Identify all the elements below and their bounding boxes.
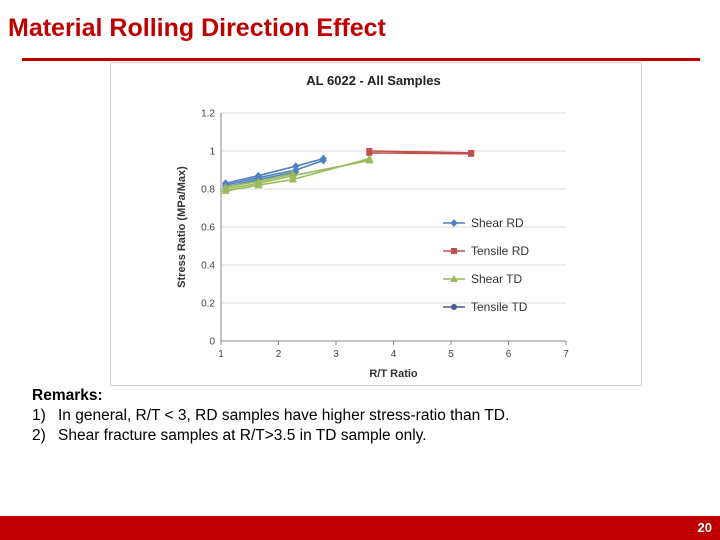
data-point-shear-td	[221, 183, 230, 191]
data-point-shear-td	[254, 177, 263, 185]
page-number: 20	[697, 520, 712, 535]
y-tick-label: 0.8	[201, 185, 215, 196]
x-tick-label: 7	[563, 349, 569, 360]
series-line-shear-rd	[225, 157, 324, 185]
legend-marker-tensile-td	[451, 304, 457, 310]
y-tick-label: 0.6	[201, 223, 215, 234]
y-tick-label: 0.2	[201, 299, 215, 310]
remark-number: 1)	[32, 407, 46, 424]
legend-marker-shear-rd	[450, 219, 458, 227]
data-point-shear-td	[288, 175, 297, 183]
x-tick-label: 3	[333, 349, 339, 360]
series-line-tensile-rd	[369, 152, 472, 155]
y-axis-title: Stress Ratio (MPa/Max)	[176, 166, 188, 288]
y-tick-label: 1.2	[201, 109, 215, 120]
line-chart: AL 6022 - All Samples 0 0.2 0.4 0.6 0.8 1 1.2 1 2…	[176, 73, 569, 380]
remark-text: Shear fracture samples at R/T>3.5 in TD …	[58, 427, 427, 444]
y-tick-label: 0.4	[201, 261, 215, 272]
series-line-shear-td	[225, 157, 370, 192]
x-axis-title: R/T Ratio	[369, 368, 418, 380]
data-point-tensile-rd	[468, 150, 475, 157]
data-point-tensile-rd	[366, 149, 373, 156]
legend-label-shear-td: Shear TD	[471, 272, 522, 286]
remark-item-1: 1) In general, R/T < 3, RD samples have …	[32, 406, 692, 426]
series-line-tensile-rd	[369, 150, 472, 154]
legend-label-tensile-td: Tensile TD	[471, 300, 528, 314]
remarks-heading: Remarks:	[32, 387, 103, 404]
remark-item-2: 2) Shear fracture samples at R/T>3.5 in …	[32, 426, 692, 446]
x-tick-label: 5	[448, 349, 454, 360]
chart-title: AL 6022 - All Samples	[306, 73, 440, 88]
footer-bar: 20	[0, 516, 720, 540]
series-line-shear-rd	[225, 159, 324, 186]
x-tick-label: 1	[218, 349, 224, 360]
data-point-shear-td	[288, 169, 297, 177]
data-point-shear-td	[365, 156, 374, 164]
x-tick-label: 4	[391, 349, 397, 360]
y-tick-label: 0	[209, 337, 215, 348]
remark-number: 2)	[32, 427, 46, 444]
chart-container: AL 6022 - All Samples 0 0.2 0.4 0.6 0.8 1 1.2 1 2…	[110, 62, 642, 386]
legend-marker-shear-td	[450, 275, 458, 282]
remarks-block: Remarks: 1) In general, R/T < 3, RD samp…	[32, 386, 692, 446]
slide-title: Material Rolling Direction Effect	[8, 14, 386, 42]
series-line-shear-td	[225, 159, 370, 190]
remark-text: In general, R/T < 3, RD samples have hig…	[58, 407, 510, 424]
y-tick-label: 1	[209, 147, 215, 158]
legend-label-shear-rd: Shear RD	[471, 216, 524, 230]
legend-label-tensile-rd: Tensile RD	[471, 244, 529, 258]
x-tick-label: 2	[276, 349, 282, 360]
legend-marker-tensile-rd	[451, 248, 457, 254]
x-tick-label: 6	[506, 349, 512, 360]
data-point-shear-rd	[319, 156, 327, 165]
title-underline	[22, 58, 700, 61]
